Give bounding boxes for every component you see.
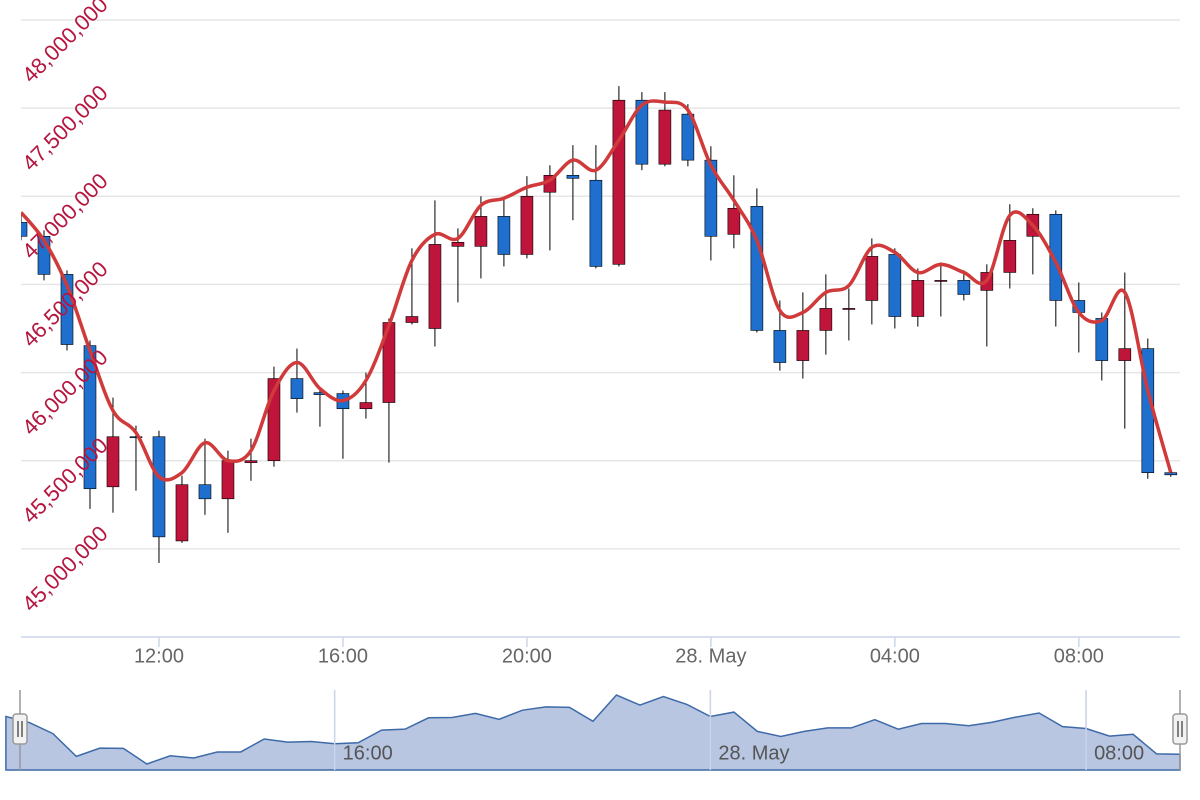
y-tick-label: 47,000,000 <box>17 168 113 264</box>
y-tick-label: 48,000,000 <box>17 0 113 88</box>
candle-body <box>589 179 603 267</box>
candle-body <box>612 99 626 265</box>
x-tick-label: 28. May <box>675 645 746 667</box>
x-tick-label: 04:00 <box>870 645 920 667</box>
candle-body <box>819 308 833 331</box>
x-tick-label: 12:00 <box>134 645 184 667</box>
candle-body <box>451 241 465 247</box>
axes: 45,000,00045,500,00046,000,00046,500,000… <box>17 0 1180 667</box>
candle-body <box>796 330 810 361</box>
candle-body <box>635 99 649 165</box>
candle-body <box>842 308 856 310</box>
candle-body <box>957 280 971 295</box>
candle-body <box>1118 348 1132 361</box>
candle-body <box>727 207 741 235</box>
navigator-tick-label: 08:00 <box>1094 742 1144 764</box>
candle-body <box>865 256 879 301</box>
candle-body <box>152 436 166 538</box>
candle-body <box>934 280 948 282</box>
plot-area <box>21 86 1178 563</box>
candle-body <box>1164 472 1178 476</box>
grid <box>21 19 1180 550</box>
x-tick-label: 08:00 <box>1054 645 1104 667</box>
candle-body <box>221 460 235 500</box>
candle-body <box>175 484 189 542</box>
candle-body <box>106 436 120 488</box>
candle-body <box>198 484 212 500</box>
candle-body <box>129 436 143 439</box>
x-tick-label: 16:00 <box>318 645 368 667</box>
candle-body <box>359 402 373 410</box>
candle-body <box>704 159 718 237</box>
candle-body <box>1049 213 1063 301</box>
navigator-handle <box>1172 713 1188 745</box>
candle-body <box>474 216 488 247</box>
navigator: 16:00 28. May 08:00 <box>5 690 1188 771</box>
candle-body <box>428 244 442 329</box>
navigator-handle <box>12 713 28 745</box>
candle-body <box>681 113 695 161</box>
x-tick-label: 20:00 <box>502 645 552 667</box>
candle-body <box>244 460 258 463</box>
candle-body <box>911 280 925 317</box>
y-tick-label: 46,000,000 <box>17 345 113 441</box>
y-tick-label: 45,000,000 <box>17 521 113 617</box>
candle-body <box>1003 240 1017 273</box>
candle-body <box>290 378 304 399</box>
candle-body <box>1095 318 1109 361</box>
candle-body <box>888 254 902 317</box>
y-tick-label: 47,500,000 <box>17 80 113 176</box>
candle-body <box>750 206 764 331</box>
y-tick-label: 45,500,000 <box>17 433 113 529</box>
candle-body <box>658 109 672 165</box>
line-series <box>21 99 1173 482</box>
candle-body <box>520 195 534 255</box>
candle-body <box>566 175 580 179</box>
candle-body <box>21 222 28 237</box>
candle-body <box>497 216 511 255</box>
candle-body <box>405 316 419 323</box>
candle-body <box>773 330 787 363</box>
navigator-tick-label: 16:00 <box>343 742 393 764</box>
navigator-area <box>5 694 1181 771</box>
navigator-tick-label: 28. May <box>718 742 789 764</box>
